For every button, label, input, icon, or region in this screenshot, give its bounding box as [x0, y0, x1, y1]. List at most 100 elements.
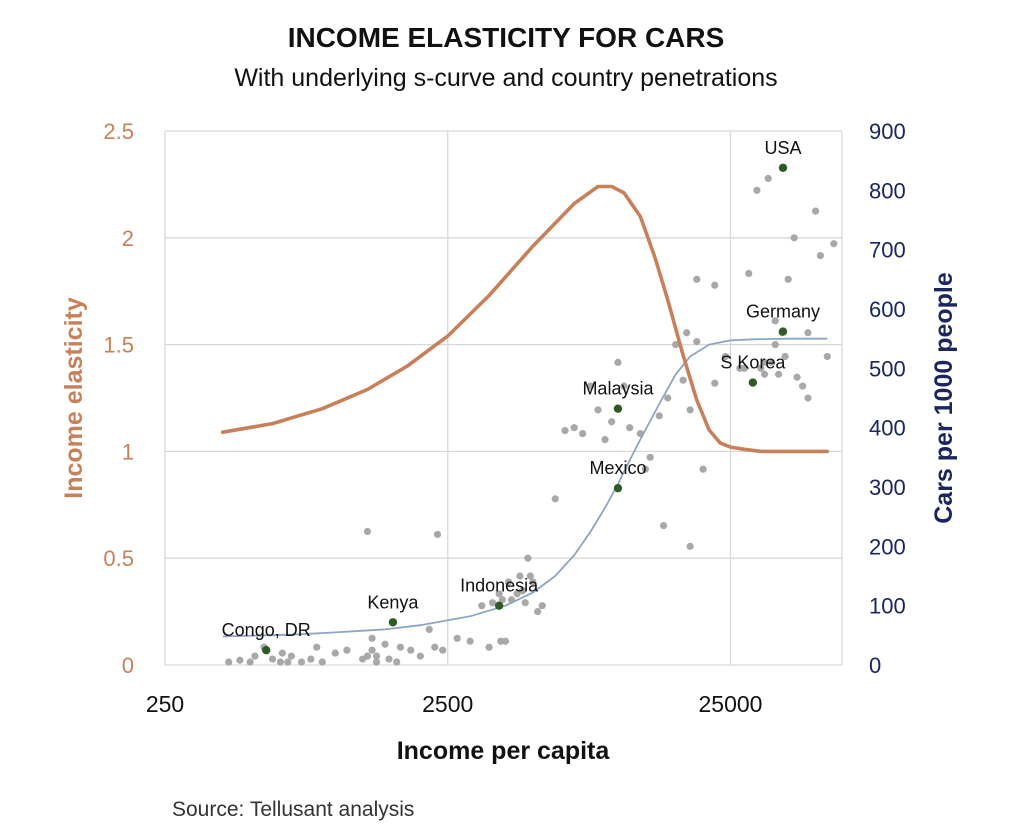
scatter-point [521, 599, 529, 607]
scatter-point [620, 382, 628, 390]
scatter-point [655, 412, 663, 420]
scatter-point [488, 599, 497, 607]
scatter-point [771, 317, 779, 325]
scatter-point [641, 465, 649, 473]
scatter-point [711, 281, 719, 289]
series-income-elasticity [220, 184, 830, 454]
scatter-point [372, 652, 381, 660]
scatter-point [686, 406, 694, 414]
scatter-point [804, 394, 812, 402]
scatter-point [601, 435, 609, 444]
y-right-tick-label: 700 [869, 238, 906, 263]
scatter-point [526, 572, 534, 580]
scatter-point [381, 640, 389, 648]
y-left-tick-label: 2.5 [103, 119, 134, 144]
scatter-point [313, 643, 321, 651]
x-tick-label: 25000 [698, 691, 762, 717]
scatter-point [318, 658, 326, 666]
scatter-point [561, 427, 569, 435]
scatter-point [570, 424, 578, 432]
scatter-point [331, 649, 339, 657]
scatter-point [501, 637, 510, 645]
country-label-mexico: Mexico [589, 458, 646, 478]
chart-subtitle: With underlying s-curve and country pene… [234, 64, 777, 92]
scatter-point [268, 655, 277, 663]
scatter-point [768, 358, 776, 366]
axis-tick-labels: 0 0.5 1 1.5 2 2.5 0 100 200 300 400 500 600 700 800 900… [103, 119, 905, 717]
scatter-point [236, 656, 244, 664]
scatter-point [372, 658, 381, 666]
country-label-malaysia: Malaysia [582, 379, 654, 399]
scatter-point [753, 186, 761, 194]
country-label-kenya: Kenya [367, 592, 419, 612]
scatter-point [363, 652, 372, 660]
y-left-tick-label: 1 [122, 439, 134, 464]
scatter-point [363, 527, 372, 536]
series-s-curve [222, 337, 828, 638]
country-label-s-korea: S Korea [720, 353, 786, 373]
scatter-point [529, 578, 537, 586]
scatter-point [686, 542, 694, 550]
country-label-usa: USA [764, 138, 801, 158]
y-right-tick-label: 100 [869, 594, 906, 619]
country-label-indonesia: Indonesia [460, 576, 539, 596]
country-point-congo-dr [262, 645, 271, 655]
scatter-point [764, 174, 772, 183]
scatter-point [811, 207, 820, 215]
y-axis-right-title: Cars per 1000 people [930, 272, 958, 524]
scatter-point [594, 406, 602, 414]
scatter-point [551, 495, 559, 503]
x-axis-title: Income per capita [397, 737, 611, 765]
scatter-point [466, 637, 474, 645]
x-tick-label: 2500 [422, 691, 473, 717]
y-left-tick-label: 0.5 [103, 546, 134, 571]
y-right-tick-label: 200 [869, 534, 906, 559]
scatter-point [790, 234, 798, 242]
scatter-points [225, 174, 838, 666]
scatter-point [679, 376, 687, 384]
scatter-point [823, 352, 831, 361]
scatter-point [659, 521, 668, 530]
country-point-kenya [388, 618, 398, 627]
scatter-point [830, 240, 838, 248]
country-point-malaysia [613, 404, 623, 413]
scatter-point [711, 379, 719, 387]
scatter-point [407, 646, 415, 654]
country-point-s-korea [748, 378, 758, 387]
scatter-point [368, 646, 376, 654]
scatter-point [433, 530, 442, 539]
scatter-point [672, 341, 680, 349]
y-left-tick-label: 2 [122, 226, 134, 251]
scatter-point [683, 329, 691, 337]
scatter-point [278, 649, 286, 657]
chart-title: INCOME ELASTICITY FOR CARS [288, 22, 725, 53]
scatter-point [307, 655, 315, 663]
scatter-point [516, 572, 524, 580]
scatter-point [251, 652, 259, 660]
scatter-point [534, 608, 542, 616]
scatter-point [781, 352, 789, 361]
scatter-point [771, 341, 779, 349]
country-point-indonesia [494, 601, 504, 610]
scatter-point [646, 453, 654, 461]
scatter-point [614, 358, 622, 366]
scatter-point [784, 275, 792, 283]
country-point-mexico [613, 483, 623, 493]
scatter-point [740, 364, 748, 372]
country-point-germany [778, 327, 788, 336]
scatter-point [385, 655, 393, 663]
scatter-point [439, 646, 447, 654]
scatter-point [393, 658, 401, 666]
scatter-point [425, 625, 433, 634]
y-right-tick-label: 600 [869, 297, 906, 322]
x-tick-label: 250 [146, 691, 184, 717]
scatter-point [816, 252, 825, 260]
y-axis-left-title: Income elasticity [60, 297, 88, 499]
scatter-point [246, 658, 254, 666]
scatter-point [608, 418, 616, 426]
scatter-point [284, 658, 292, 666]
scatter-point [664, 394, 672, 402]
scatter-point [579, 430, 587, 438]
scatter-point [693, 275, 701, 283]
country-point-usa [778, 163, 788, 172]
